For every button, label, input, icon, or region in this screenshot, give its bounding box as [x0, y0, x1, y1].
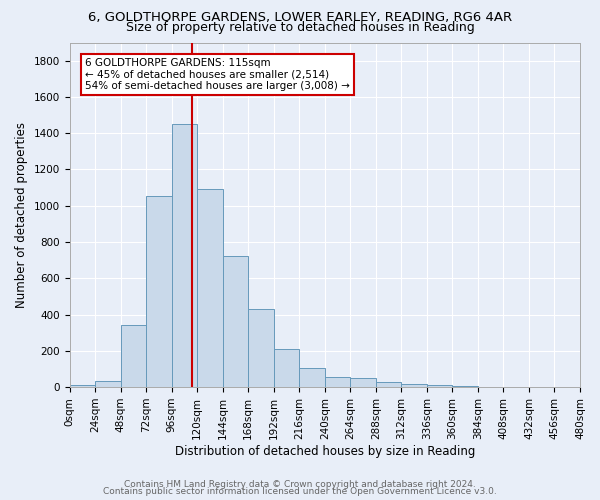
Bar — [95, 380, 121, 387]
Y-axis label: Number of detached properties: Number of detached properties — [15, 122, 28, 308]
Bar — [248, 309, 274, 387]
Bar — [325, 377, 350, 387]
Bar — [452, 386, 478, 387]
Bar — [274, 349, 299, 387]
Bar — [146, 196, 172, 387]
Bar — [197, 188, 223, 387]
Text: Contains HM Land Registry data © Crown copyright and database right 2024.: Contains HM Land Registry data © Crown c… — [124, 480, 476, 489]
Text: Size of property relative to detached houses in Reading: Size of property relative to detached ho… — [125, 22, 475, 35]
Text: 6, GOLDTHORPE GARDENS, LOWER EARLEY, READING, RG6 4AR: 6, GOLDTHORPE GARDENS, LOWER EARLEY, REA… — [88, 11, 512, 24]
Bar — [299, 368, 325, 387]
Bar — [223, 256, 248, 387]
Bar — [172, 124, 197, 387]
Bar — [478, 386, 503, 387]
Bar — [427, 386, 452, 387]
X-axis label: Distribution of detached houses by size in Reading: Distribution of detached houses by size … — [175, 444, 475, 458]
Bar — [350, 378, 376, 387]
Bar — [70, 386, 95, 387]
Bar — [121, 326, 146, 387]
Text: Contains public sector information licensed under the Open Government Licence v3: Contains public sector information licen… — [103, 487, 497, 496]
Text: 6 GOLDTHORPE GARDENS: 115sqm
← 45% of detached houses are smaller (2,514)
54% of: 6 GOLDTHORPE GARDENS: 115sqm ← 45% of de… — [85, 58, 350, 91]
Bar — [401, 384, 427, 387]
Bar — [376, 382, 401, 387]
